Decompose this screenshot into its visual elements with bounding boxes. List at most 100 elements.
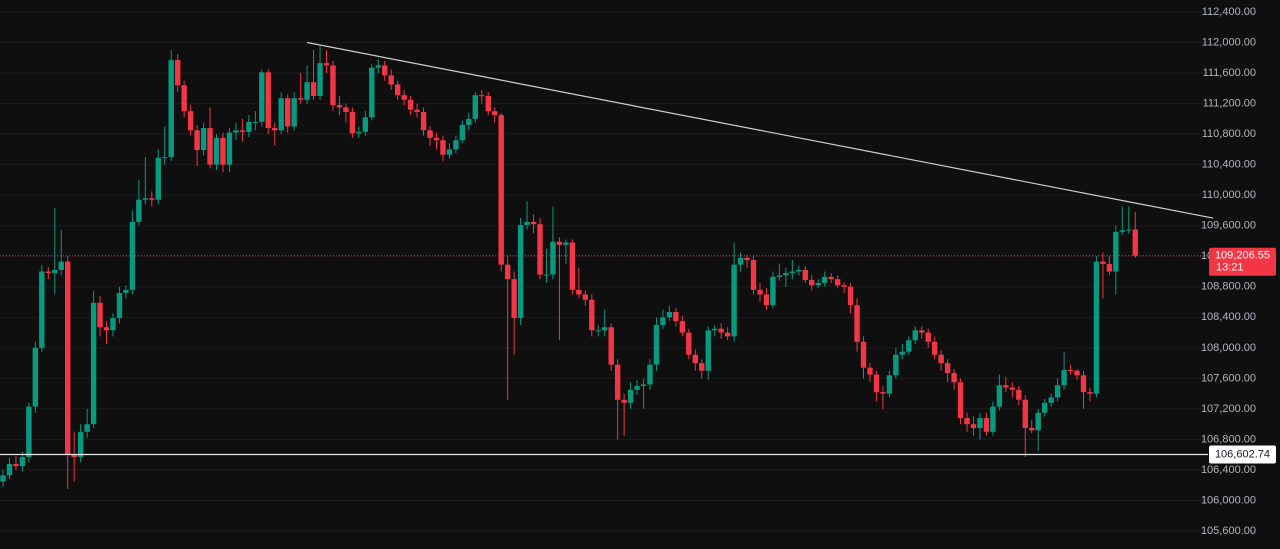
candle-body xyxy=(737,257,744,265)
y-tick-label: 107,600.00 xyxy=(1201,372,1256,384)
candle-body xyxy=(265,72,271,129)
candle-body xyxy=(284,98,291,127)
candle-body xyxy=(388,75,394,85)
candle-body xyxy=(821,276,828,283)
countdown-label: 13:21 xyxy=(1216,262,1244,274)
candle-body xyxy=(692,354,698,364)
candle-body xyxy=(375,65,381,68)
y-tick-label: 107,200.00 xyxy=(1201,403,1256,415)
candle-body xyxy=(330,65,336,106)
candle-body xyxy=(259,72,265,122)
candle-body xyxy=(1074,370,1080,376)
candle-body xyxy=(815,282,821,286)
candle-body xyxy=(246,121,252,132)
candle-body xyxy=(880,392,886,394)
horizontal-line-label-box xyxy=(1209,445,1276,464)
candle-body xyxy=(427,130,433,138)
candle-body xyxy=(0,475,6,482)
candle-body xyxy=(673,311,679,322)
candle-body xyxy=(854,305,860,342)
candle-body xyxy=(712,328,718,331)
candle-body xyxy=(750,260,757,290)
y-tick-label: 112,000.00 xyxy=(1202,36,1256,48)
candle-body xyxy=(149,198,155,200)
candle-body xyxy=(1003,385,1009,388)
candle-body xyxy=(899,351,906,355)
candle-body xyxy=(699,363,705,371)
candle-body xyxy=(65,261,71,455)
candle-body xyxy=(595,330,601,332)
y-tick-label: 105,600.00 xyxy=(1201,525,1256,537)
candle-body xyxy=(1119,230,1126,232)
candle-body xyxy=(828,276,834,280)
trendline xyxy=(306,41,1214,219)
candle-body xyxy=(181,85,187,112)
candle-body xyxy=(136,199,142,222)
candle-body xyxy=(123,289,129,293)
candle-body xyxy=(103,327,110,331)
candle-body xyxy=(466,118,472,125)
candle-body xyxy=(13,463,19,467)
candle-body xyxy=(252,121,259,123)
candle-body xyxy=(1054,385,1061,398)
candle-body xyxy=(679,321,686,333)
candle-body xyxy=(162,157,168,159)
candle-body xyxy=(530,221,537,225)
candle-body xyxy=(957,382,964,419)
candle-body xyxy=(485,95,491,112)
candle-body xyxy=(867,367,873,375)
candle-body xyxy=(763,294,770,306)
candle-body xyxy=(841,285,847,287)
candle-body xyxy=(931,341,938,355)
y-tick-label: 106,800.00 xyxy=(1201,433,1256,445)
candle-body xyxy=(893,354,899,376)
y-tick-label: 106,400.00 xyxy=(1201,464,1256,476)
candle-body xyxy=(608,327,614,365)
candle-body xyxy=(860,341,867,368)
candle-body xyxy=(640,384,647,387)
candle-body xyxy=(472,95,479,119)
candle-body xyxy=(724,332,731,337)
y-tick-label: 108,000.00 xyxy=(1201,342,1256,354)
candle-body xyxy=(239,130,246,132)
candle-body xyxy=(39,271,45,348)
candle-body xyxy=(951,373,957,383)
candle-body xyxy=(233,130,239,133)
candle-body xyxy=(110,318,116,331)
y-tick-label: 110,000.00 xyxy=(1202,189,1256,201)
candle-body xyxy=(433,137,440,141)
horizontal-line-label: 106,602.74 xyxy=(1215,448,1270,460)
candle-body xyxy=(906,340,912,352)
candle-body xyxy=(1016,389,1022,400)
candle-body xyxy=(614,364,621,400)
candle-body xyxy=(142,198,149,200)
candle-body xyxy=(504,264,511,280)
candle-body xyxy=(647,364,653,385)
candle-body xyxy=(174,60,181,86)
candle-body xyxy=(996,385,1003,407)
candle-body xyxy=(1029,428,1035,431)
candle-body xyxy=(220,137,226,165)
candle-body xyxy=(90,302,97,425)
candle-body xyxy=(97,302,103,328)
candle-body xyxy=(602,327,608,331)
y-tick-label: 110,400.00 xyxy=(1202,159,1256,171)
candle-body xyxy=(686,332,692,355)
candle-body xyxy=(1067,369,1074,371)
candle-body xyxy=(168,60,174,158)
candle-body xyxy=(873,374,880,393)
candle-body xyxy=(731,264,737,337)
candle-body xyxy=(343,107,349,112)
candle-body xyxy=(919,330,925,333)
candle-body xyxy=(19,457,26,467)
candle-body xyxy=(886,375,893,394)
candle-body xyxy=(71,454,77,458)
last-price-label: 109,206.55 xyxy=(1215,250,1270,262)
candle-body xyxy=(1041,402,1048,413)
candle-body xyxy=(492,111,498,116)
candle-body xyxy=(537,224,543,275)
candle-body xyxy=(272,128,278,131)
candle-body xyxy=(52,269,58,274)
y-tick-label: 106,000.00 xyxy=(1201,494,1256,506)
candle-body xyxy=(440,140,446,155)
